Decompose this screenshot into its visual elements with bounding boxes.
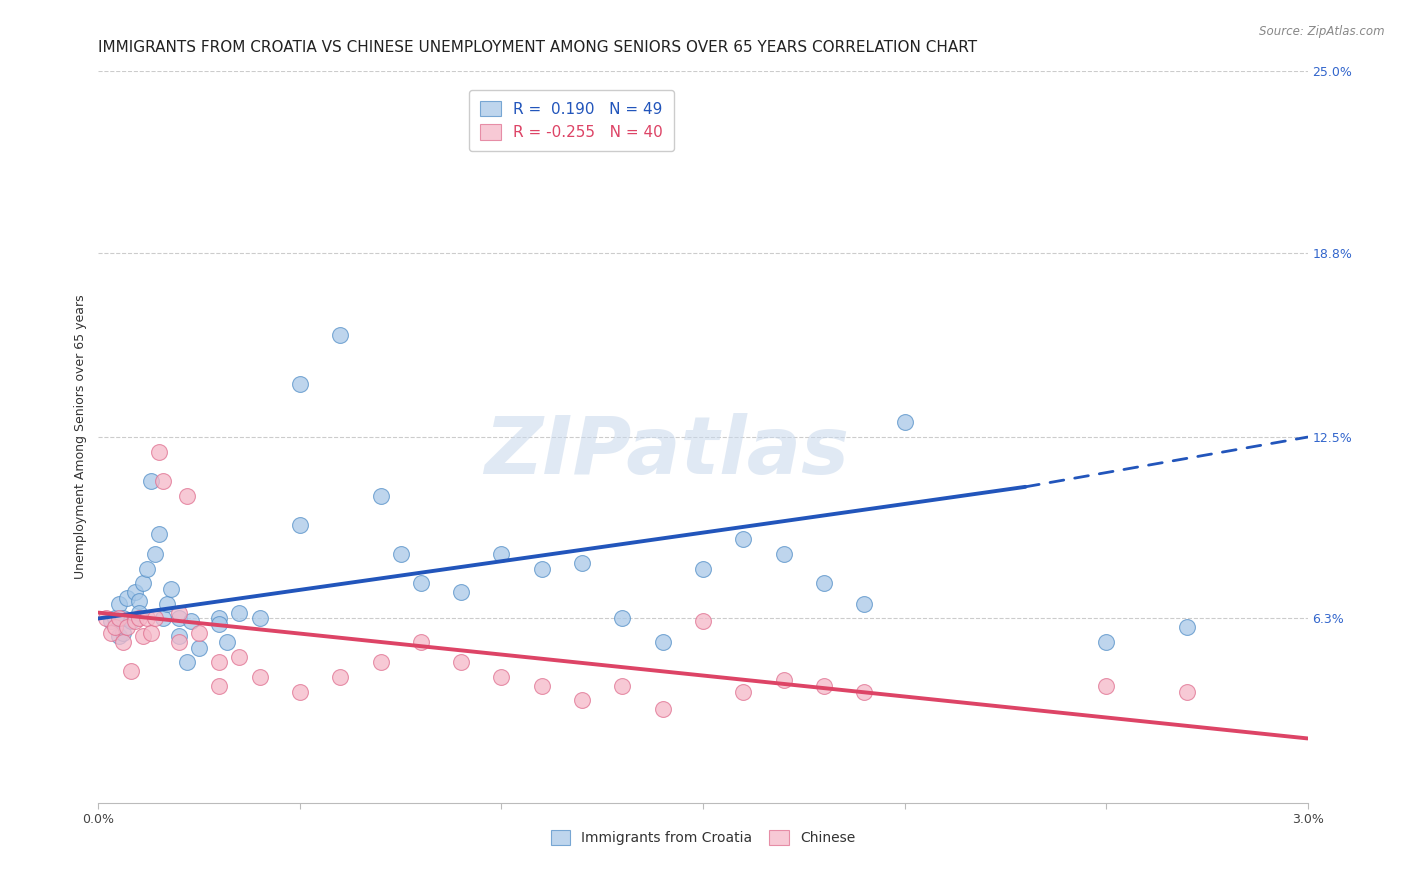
Point [132,629,155,643]
Point [148,444,170,458]
Point [103,611,125,625]
Point [167,635,190,649]
Point [143,611,166,625]
Point [152,474,174,488]
Point [571,693,593,707]
Point [143,547,166,561]
Point [167,611,190,625]
Point [491,547,513,561]
Point [124,585,146,599]
Point [111,611,134,625]
Point [329,327,352,342]
Point [530,562,553,576]
Point [692,615,714,629]
Point [228,649,250,664]
Text: Source: ZipAtlas.com: Source: ZipAtlas.com [1260,25,1385,38]
Point [115,620,138,634]
Point [96,611,118,625]
Point [733,684,755,698]
Point [139,626,162,640]
Y-axis label: Unemployment Among Seniors over 65 years: Unemployment Among Seniors over 65 years [75,294,87,580]
Point [152,611,174,625]
Point [249,670,271,684]
Point [135,562,157,576]
Point [651,635,673,649]
Point [288,377,311,392]
Point [208,679,231,693]
Point [1175,620,1198,634]
Point [491,670,513,684]
Point [612,611,634,625]
Point [813,679,835,693]
Point [450,656,472,670]
Point [128,594,150,608]
Point [156,597,179,611]
Point [103,620,125,634]
Point [120,664,142,678]
Point [132,576,155,591]
Point [208,611,231,625]
Point [249,611,271,625]
Point [139,474,162,488]
Point [1095,635,1118,649]
Point [733,533,755,547]
Point [107,629,129,643]
Point [651,702,673,716]
Legend: Immigrants from Croatia, Chinese: Immigrants from Croatia, Chinese [546,825,860,851]
Point [1175,684,1198,698]
Point [208,617,231,632]
Point [893,416,915,430]
Point [217,635,239,649]
Point [853,597,876,611]
Point [853,684,876,698]
Point [1095,679,1118,693]
Point [176,656,198,670]
Point [692,562,714,576]
Point [188,626,211,640]
Point [772,547,794,561]
Point [409,635,432,649]
Point [111,626,134,640]
Point [530,679,553,693]
Point [160,582,183,597]
Point [120,615,142,629]
Point [128,611,150,625]
Point [329,670,352,684]
Point [100,626,122,640]
Point [208,656,231,670]
Point [612,679,634,693]
Point [167,606,190,620]
Text: IMMIGRANTS FROM CROATIA VS CHINESE UNEMPLOYMENT AMONG SENIORS OVER 65 YEARS CORR: IMMIGRANTS FROM CROATIA VS CHINESE UNEMP… [98,40,977,55]
Point [107,597,129,611]
Point [571,556,593,570]
Point [115,591,138,605]
Point [450,585,472,599]
Point [228,606,250,620]
Text: ZIPatlas: ZIPatlas [484,413,849,491]
Point [813,576,835,591]
Point [167,629,190,643]
Point [176,489,198,503]
Point [370,489,392,503]
Point [288,684,311,698]
Point [107,611,129,625]
Point [409,576,432,591]
Point [111,635,134,649]
Point [100,615,122,629]
Point [288,517,311,532]
Point [180,615,202,629]
Point [188,640,211,655]
Point [124,615,146,629]
Point [370,656,392,670]
Point [148,526,170,541]
Point [128,606,150,620]
Point [772,673,794,687]
Point [135,611,157,625]
Point [389,547,412,561]
